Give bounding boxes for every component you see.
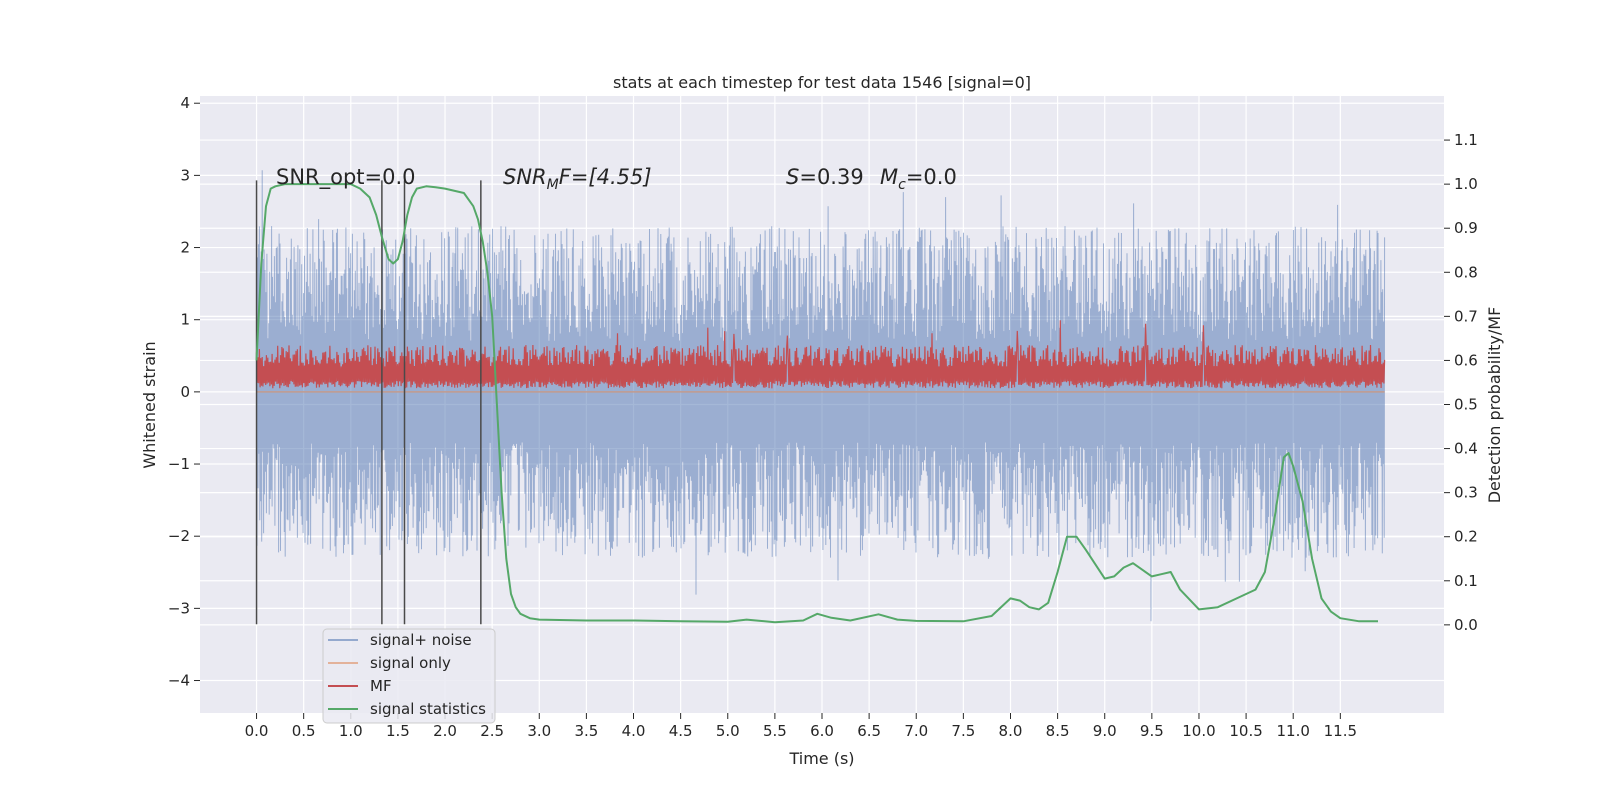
y-right-tick-label: 0.9 (1454, 219, 1478, 237)
annotation-s-symbol: S (786, 165, 799, 189)
y-right-tick-label: 1.1 (1454, 131, 1478, 149)
x-tick-label: 8.0 (999, 722, 1023, 740)
x-tick-label: 9.0 (1093, 722, 1117, 740)
annotation-snr-opt: SNR_opt=0.0 (276, 165, 416, 190)
x-tick-label: 5.0 (716, 722, 740, 740)
x-tick-label: 5.5 (763, 722, 787, 740)
y-right-tick-label: 0.8 (1454, 263, 1478, 281)
x-axis-label: Time (s) (788, 749, 854, 768)
annotation-snr-mf-value: F=[4.55] (559, 165, 652, 189)
x-tick-label: 3.5 (574, 722, 598, 740)
annotation-s: S=0.39 (786, 165, 864, 189)
x-tick-label: 6.5 (857, 722, 881, 740)
y-right-tick-label: 0.5 (1454, 396, 1478, 414)
y-left-tick-label: 1 (180, 311, 190, 329)
x-tick-label: 11.5 (1324, 722, 1357, 740)
annotation-snr-mf-subscript: M (547, 177, 559, 193)
mf-series (255, 320, 1386, 389)
y-left-tick-label: 0 (180, 383, 190, 401)
y-right-tick-label: 0.4 (1454, 440, 1478, 458)
x-tick-label: 6.0 (810, 722, 834, 740)
y-left-tick-label: 2 (180, 239, 190, 257)
x-tick-label: 3.0 (527, 722, 551, 740)
y-left-tick-label: −2 (168, 527, 190, 545)
x-tick-label: 10.0 (1182, 722, 1215, 740)
annotation-snr-mf: SNRMF=[4.55] (503, 165, 652, 193)
x-tick-label: 11.0 (1277, 722, 1310, 740)
signal-noise-line (256, 170, 1386, 622)
legend-label-signal-statistics: signal statistics (370, 700, 486, 718)
x-tick-label: 0.5 (292, 722, 316, 740)
y-right-tick-label: 0.7 (1454, 307, 1478, 325)
legend-label-signal-only: signal only (370, 654, 451, 672)
annotation-snr-mf-symbol: SNR (503, 165, 547, 189)
y-right-tick-label: 0.6 (1454, 351, 1478, 369)
legend-box (322, 628, 496, 724)
annotation-s-value: =0.39 (799, 165, 863, 189)
signal-noise-series (256, 170, 1386, 622)
y-right-tick-label: 0.3 (1454, 484, 1478, 502)
y-axis-label-left: Whitened strain (140, 341, 159, 468)
annotation-mc: Mc=0.0 (880, 165, 957, 193)
x-tick-label: 4.5 (669, 722, 693, 740)
annotation-mc-symbol: M (880, 165, 898, 189)
x-tick-label: 1.5 (386, 722, 410, 740)
mf-line (255, 320, 1386, 389)
x-tick-label: 8.5 (1046, 722, 1070, 740)
x-tick-label: 9.5 (1140, 722, 1164, 740)
x-tick-label: 4.0 (622, 722, 646, 740)
y-axis-label-right: Detection probability/MF (1485, 307, 1504, 504)
y-left-tick-label: −3 (168, 599, 190, 617)
x-tick-label: 7.0 (904, 722, 928, 740)
legend-label-mf: MF (370, 677, 392, 695)
legend-label-signal-noise: signal+ noise (370, 631, 472, 649)
signal-statistics-line (255, 183, 1378, 624)
y-left-tick-label: 3 (180, 166, 190, 184)
x-tick-label: 7.5 (951, 722, 975, 740)
chart-title: stats at each timestep for test data 154… (613, 73, 1031, 92)
axis-ticks: 0.0 0.5 1.0 1.5 2.0 2.5 3.0 3.5 4.0 4.5 5.0 5.5 6.0 6… (168, 94, 1478, 740)
y-right-tick-label: 0.2 (1454, 528, 1478, 546)
annotation-mc-subscript: c (898, 177, 906, 193)
y-right-tick-label: 0.1 (1454, 572, 1478, 590)
signal-statistics-series (255, 183, 1378, 624)
legend: signal+ noise signal only MF signal stat… (322, 628, 496, 724)
y-right-tick-label: 1.0 (1454, 175, 1478, 193)
x-tick-label: 1.0 (339, 722, 363, 740)
annotation-mc-value: =0.0 (906, 165, 957, 189)
y-left-tick-label: −4 (168, 672, 190, 690)
y-left-tick-label: −1 (168, 455, 190, 473)
x-tick-label: 2.0 (433, 722, 457, 740)
x-tick-label: 10.5 (1229, 722, 1262, 740)
x-tick-label: 0.0 (245, 722, 269, 740)
vertical-markers (255, 180, 482, 625)
y-right-tick-label: 0.0 (1454, 616, 1478, 634)
x-tick-label: 2.5 (480, 722, 504, 740)
y-left-tick-label: 4 (180, 94, 190, 112)
